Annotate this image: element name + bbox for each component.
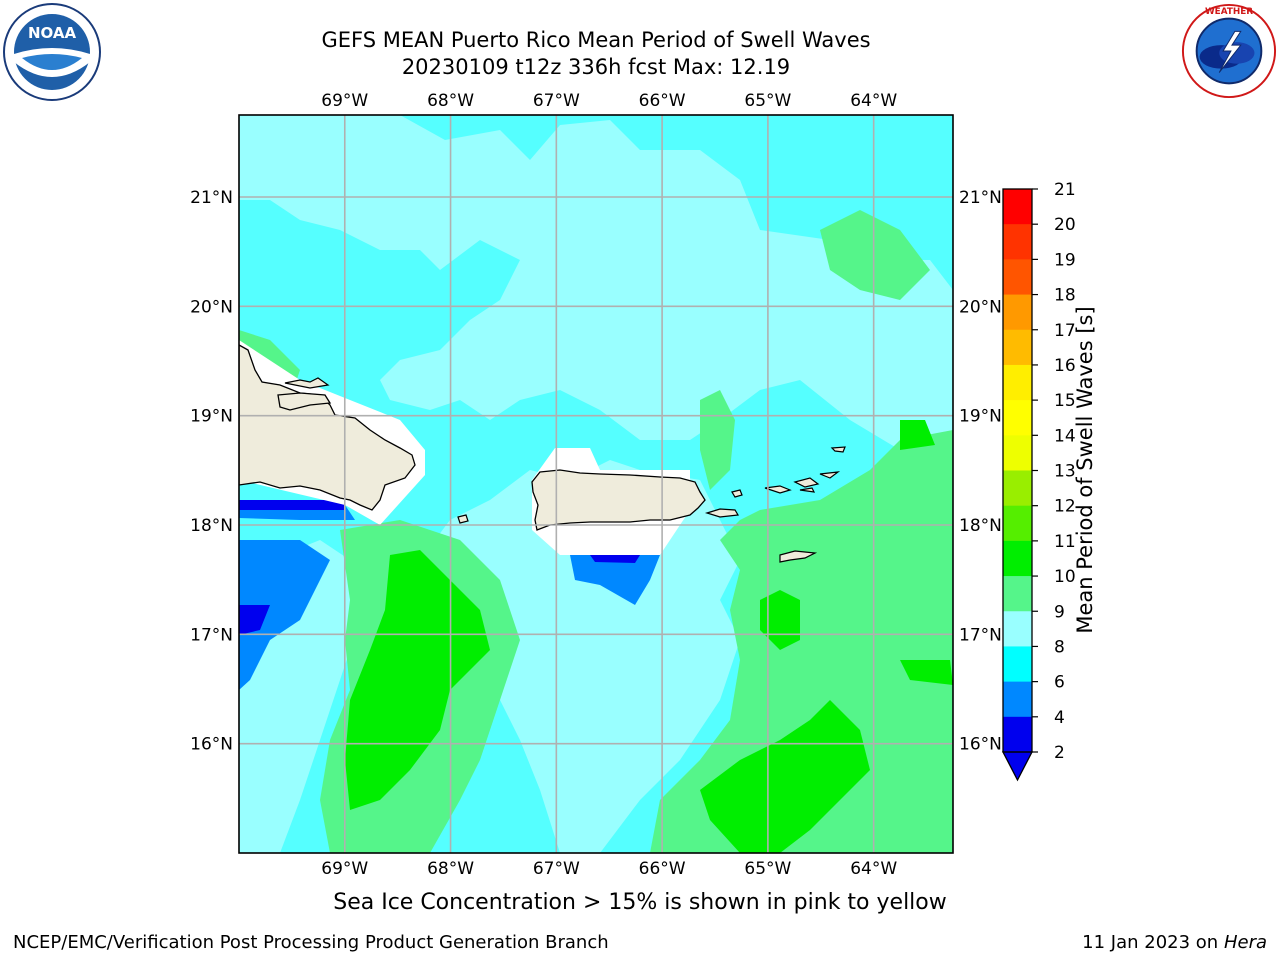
lon-label-bottom: 68°W (427, 859, 474, 879)
footer-date-text: 11 Jan 2023 on (1082, 932, 1224, 953)
colorbar-tick-label: 16 (1054, 356, 1076, 376)
colorbar-segment (1003, 294, 1032, 331)
colorbar-tick-label: 19 (1054, 250, 1076, 270)
colorbar-label: Mean Period of Swell Waves [s] (1073, 306, 1097, 634)
colorbar-tick-label: 21 (1054, 180, 1076, 200)
colorbar-tick-label: 11 (1054, 532, 1076, 552)
noaa-logo: NOAA (3, 3, 101, 101)
map-frame (238, 114, 954, 854)
footer-date: 11 Jan 2023 on Hera (1082, 932, 1267, 953)
contour-8-9s (420, 460, 740, 853)
colorbar-tick-label: 13 (1054, 462, 1076, 482)
lon-label-top: 65°W (744, 91, 791, 111)
st-croix-island (779, 550, 818, 563)
lat-label-right: 18°N (959, 516, 1002, 536)
contour-4-6s (570, 555, 660, 605)
lat-label-left: 20°N (190, 297, 233, 317)
lon-label-bottom: 69°W (321, 859, 368, 879)
lon-label-bottom: 65°W (744, 859, 791, 879)
lon-label-top: 67°W (533, 91, 580, 111)
tortuga-island (284, 377, 330, 389)
lat-label-left: 19°N (190, 407, 233, 427)
lat-label-right: 16°N (959, 735, 1002, 755)
lon-label-top: 66°W (639, 91, 686, 111)
contour-10-11s (900, 660, 953, 685)
hispaniola-land (239, 344, 416, 511)
colorbar-tick-label: 17 (1054, 321, 1076, 341)
colorbar-segment (1003, 505, 1032, 542)
colorbar-segment (1003, 364, 1032, 401)
colorbar-tick-label: 2 (1054, 743, 1065, 763)
contour-9-10s (820, 210, 930, 300)
contour-8-9s (239, 115, 953, 450)
lat-label-left: 21°N (190, 188, 233, 208)
colorbar-segment (1003, 646, 1032, 683)
colorbar-segment (1003, 400, 1032, 436)
lat-label-left: 17°N (190, 625, 233, 645)
lat-label-left: 18°N (190, 516, 233, 536)
svg-text:WEATHER: WEATHER (1205, 7, 1253, 17)
contour-4-6s (239, 540, 330, 690)
colorbar-segment (1003, 224, 1032, 260)
colorbar-segment (1003, 329, 1032, 366)
noaa-logo-text: NOAA (28, 24, 77, 42)
virgin-islands (764, 446, 846, 494)
colorbar-tick-label: 18 (1054, 286, 1076, 306)
colorbar-segment (1003, 716, 1032, 753)
mona-island (457, 514, 469, 524)
contour-2-4s (590, 555, 640, 563)
sea-ice-caption: Sea Ice Concentration > 15% is shown in … (333, 890, 947, 915)
colorbar-tick-label: 14 (1054, 426, 1076, 446)
colorbar-segment (1003, 611, 1032, 647)
colorbar-segment (1003, 259, 1032, 296)
lon-label-bottom: 64°W (850, 859, 897, 879)
lat-label-right: 20°N (959, 297, 1002, 317)
lon-label-top: 64°W (850, 91, 897, 111)
colorbar: 21 20 19 18 17 16 15 14 13 12 11 10 9 8 6 4 2 (1001, 180, 1076, 782)
chart-title: GEFS MEAN Puerto Rico Mean Period of Swe… (321, 28, 871, 52)
lon-label-bottom: 67°W (533, 859, 580, 879)
culebra-island (731, 489, 743, 498)
colorbar-extend-arrow (1001, 751, 1034, 782)
colorbar-tick-label: 8 (1054, 637, 1065, 657)
colorbar-tick-label: 6 (1054, 673, 1065, 693)
nws-logo: WEATHER (1181, 3, 1277, 99)
contour-2-4s (239, 500, 345, 510)
contour-10-11s (345, 550, 490, 810)
colorbar-segment (1003, 189, 1032, 225)
lat-label-right: 17°N (959, 625, 1002, 645)
contour-9-10s (650, 430, 953, 853)
lon-label-top: 69°W (321, 91, 368, 111)
contour-10-11s (700, 700, 870, 853)
colorbar-tick-label: 20 (1054, 215, 1076, 235)
colorbar-tick-label: 15 (1054, 391, 1076, 411)
footer-branch: NCEP/EMC/Verification Post Processing Pr… (13, 932, 609, 953)
colorbar-segment (1003, 470, 1032, 507)
chart-subtitle: 20230109 t12z 336h fcst Max: 12.19 (401, 55, 791, 79)
colorbar-tick-label: 4 (1054, 708, 1065, 728)
footer-host: Hera (1223, 932, 1267, 953)
colorbar-tick-label: 10 (1054, 567, 1076, 587)
lon-label-bottom: 66°W (639, 859, 686, 879)
vieques-island (704, 508, 739, 518)
colorbar-segment (1003, 540, 1032, 577)
lat-label-right: 21°N (959, 188, 1002, 208)
contour-2-4s (239, 605, 270, 635)
lat-label-left: 16°N (190, 735, 233, 755)
colorbar-tick-label: 12 (1054, 497, 1076, 517)
samana-peninsula (277, 392, 332, 411)
colorbar-segment (1003, 681, 1032, 718)
lat-label-right: 19°N (959, 407, 1002, 427)
colorbar-segment (1003, 435, 1032, 471)
colorbar-segment (1003, 576, 1032, 612)
colorbar-tick-label: 9 (1054, 602, 1065, 622)
lon-label-top: 68°W (427, 91, 474, 111)
contour-10-11s (900, 420, 935, 450)
